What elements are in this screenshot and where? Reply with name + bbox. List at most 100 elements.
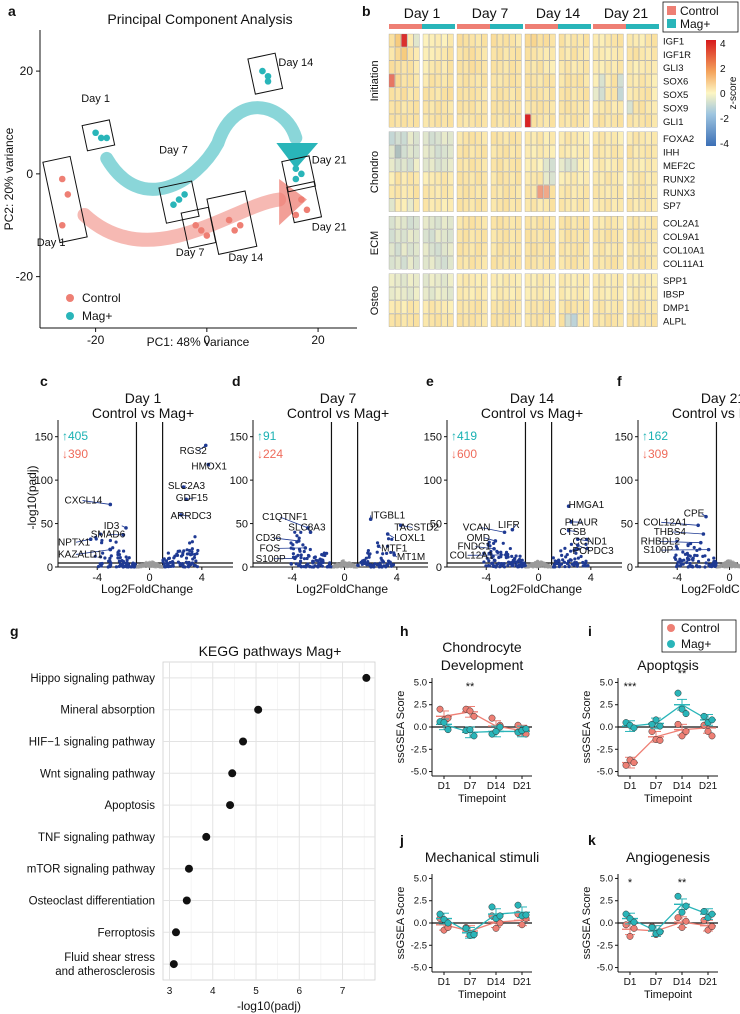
heatmap-cell — [571, 185, 578, 199]
heatmap-cell — [388, 60, 395, 74]
heatmap-scale-tick: -4 — [720, 139, 729, 150]
heatmap-cell — [441, 185, 448, 199]
ssgsea-x-tick-label: D14 — [673, 977, 692, 988]
ssgsea-y-tick-label: -2.5 — [411, 940, 427, 951]
heatmap-cell — [435, 33, 442, 47]
heatmap-cell — [515, 87, 522, 101]
heatmap-cell — [571, 242, 578, 256]
heatmap-cell — [626, 216, 633, 230]
heatmap-cell — [456, 313, 463, 327]
heatmap-cell — [435, 158, 442, 172]
ssgsea-y-tick-label: -5.0 — [411, 767, 427, 778]
volcano-point-sig — [356, 563, 360, 567]
heatmap-cell — [435, 256, 442, 270]
heatmap-cell — [651, 313, 658, 327]
volcano-x-tick-label: -4 — [672, 572, 682, 584]
heatmap-cell — [490, 33, 497, 47]
heatmap-cell — [497, 114, 503, 128]
kegg-point — [226, 801, 235, 810]
heatmap-cell — [543, 229, 550, 243]
heatmap-cell — [639, 229, 646, 243]
volcano-point-ns — [136, 565, 140, 569]
pca-point — [236, 221, 244, 229]
volcano-point-sig — [584, 542, 588, 546]
heatmap-cell — [611, 300, 618, 314]
heatmap-cell — [395, 87, 401, 101]
volcano-label-leader — [378, 545, 382, 549]
heatmap-cell — [435, 114, 442, 128]
heatmap-cell — [388, 216, 395, 230]
heatmap-cell — [583, 60, 590, 74]
heatmap-cell — [463, 100, 469, 114]
heatmap-cell — [617, 60, 624, 74]
heatmap-cell — [583, 131, 590, 145]
pca-x-tick-label: -20 — [87, 333, 105, 347]
heatmap-cell — [531, 185, 537, 199]
volcano-x-tick-label: -4 — [481, 572, 491, 584]
ssgsea-x-label: Timepoint — [644, 793, 692, 805]
heatmap-cell — [605, 287, 612, 301]
heatmap-cell — [422, 287, 429, 301]
heatmap-cell — [639, 74, 646, 88]
heatmap-cell — [558, 60, 565, 74]
volcano-point-sig — [302, 557, 307, 561]
volcano-point-sig — [577, 547, 581, 551]
heatmap-cell — [447, 229, 454, 243]
volcano-gene-label: MTF1 — [381, 543, 408, 554]
heatmap-cell — [611, 60, 618, 74]
volcano-point-sig — [688, 561, 692, 566]
ssgsea-y-label: ssGSEA Score — [395, 691, 407, 764]
heatmap-cell — [639, 145, 646, 159]
volcano-label-leader — [658, 541, 701, 544]
volcano-point-sig — [487, 559, 491, 563]
heatmap-cell — [490, 216, 497, 230]
heatmap-cell — [645, 229, 652, 243]
heatmap-cell — [503, 171, 510, 185]
heatmap-cell — [611, 273, 618, 287]
pca-x-label: PC1: 48% variance — [147, 335, 250, 349]
heatmap-cell — [549, 114, 556, 128]
heatmap-cell — [611, 185, 618, 199]
heatmap-cell — [531, 242, 537, 256]
ssgsea-mag-point — [682, 710, 690, 718]
volcano-point-sig — [379, 556, 383, 560]
heatmap-cell — [509, 47, 516, 61]
heatmap-cell — [429, 256, 435, 270]
heatmap-cell — [413, 87, 420, 101]
volcano-point-sig — [574, 561, 579, 565]
heatmap-cell — [639, 185, 646, 199]
heatmap-cell — [577, 273, 584, 287]
heatmap-cell — [645, 60, 652, 74]
heatmap-cell — [395, 185, 401, 199]
kegg-category-label: Ferroptosis — [97, 927, 155, 939]
volcano-point-sig — [482, 560, 486, 564]
volcano-point-sig — [301, 543, 305, 547]
heatmap-cell — [456, 242, 463, 256]
heatmap-cell — [565, 131, 571, 145]
ssgsea-control-point — [492, 924, 500, 932]
heatmap-cell — [441, 229, 448, 243]
heatmap-cell — [469, 256, 476, 270]
heatmap-cell — [435, 242, 442, 256]
heatmap-group-label: ECM — [369, 231, 381, 255]
heatmap-cell — [456, 33, 463, 47]
volcano-point-sig — [173, 554, 177, 558]
heatmap-cell — [422, 131, 429, 145]
volcano-y-tick-label: 50 — [430, 519, 442, 531]
heatmap-cell — [407, 47, 414, 61]
heatmap-scale-tick: 0 — [720, 89, 726, 100]
ssgsea-control-point — [622, 921, 630, 929]
heatmap-cell — [531, 229, 537, 243]
heatmap-cell — [524, 256, 531, 270]
heatmap-cell — [497, 313, 503, 327]
heatmap-cell — [435, 47, 442, 61]
heatmap-cell — [435, 273, 442, 287]
heatmap-cell — [633, 198, 639, 212]
volcano-point-sig — [125, 561, 129, 565]
pca-point — [64, 191, 72, 198]
heatmap-cell — [503, 273, 510, 287]
heatmap-cell — [524, 158, 531, 172]
volcano-point-sig — [366, 548, 371, 553]
heatmap-cell — [543, 33, 550, 47]
pca-group-label: Day 1 — [37, 237, 66, 249]
